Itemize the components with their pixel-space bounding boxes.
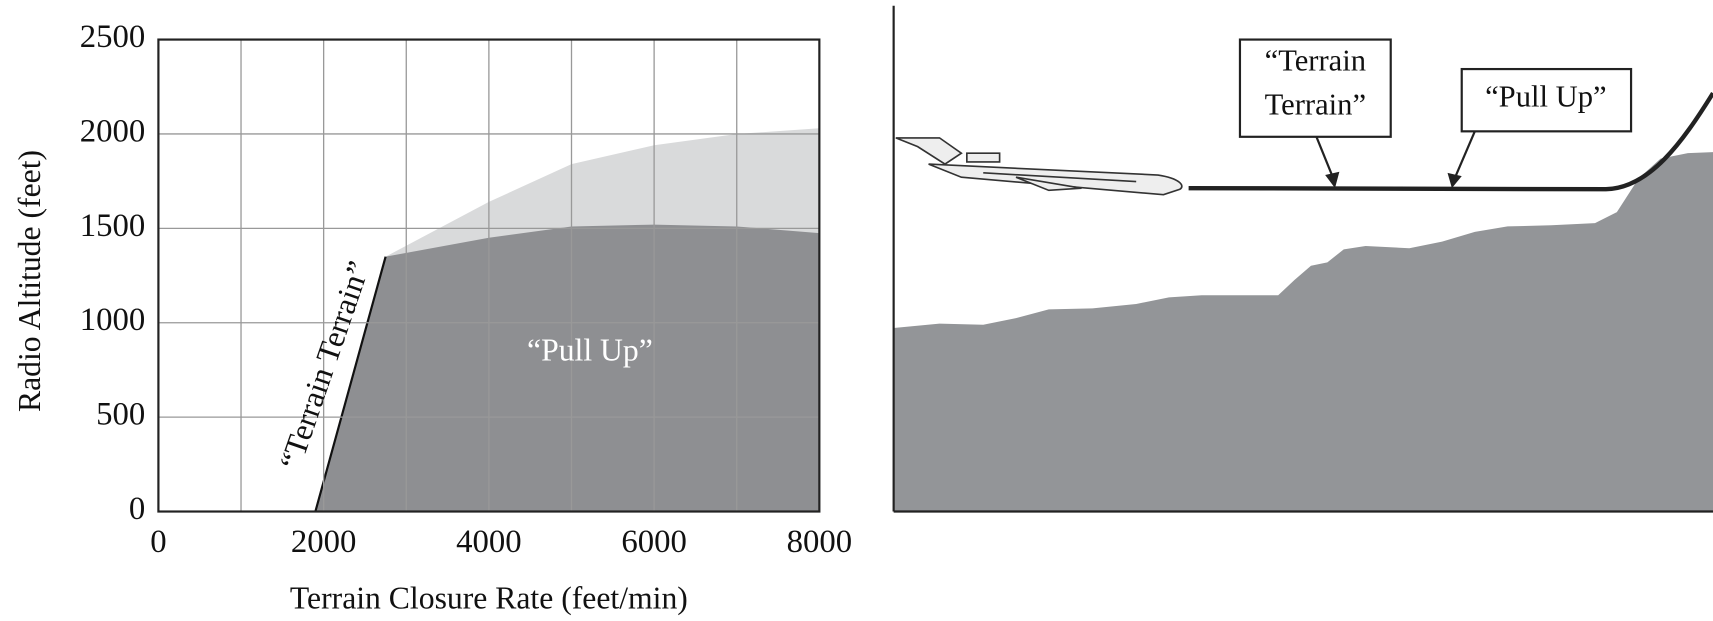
callout-text: “Pull Up” [1485, 80, 1606, 114]
x-tick-label: 2000 [291, 524, 357, 560]
x-tick-label: 4000 [456, 524, 522, 560]
x-tick-label: 0 [150, 524, 166, 560]
region-label: “Pull Up” [527, 332, 653, 367]
plot-frame [157, 38, 821, 513]
area [315, 224, 820, 512]
envelope-edge [314, 256, 387, 512]
y-tick-label: 1500 [80, 208, 146, 244]
y-tick-label: 1000 [80, 302, 146, 338]
arrowhead [1325, 171, 1340, 189]
callout-arrow [1454, 130, 1476, 178]
y-tick-label: 500 [96, 397, 145, 433]
y-tick-label: 2500 [80, 19, 146, 55]
callout-box [1238, 38, 1392, 138]
airplane [895, 137, 1183, 196]
callout-box [1460, 67, 1633, 133]
diagram: “Terrain Terrain” “Pull Up” [892, 5, 1713, 513]
callout-text: “Terrain [1265, 44, 1366, 78]
y-tick-label: 2000 [80, 113, 146, 149]
callout-arrow [1315, 136, 1334, 178]
arrowhead [1447, 172, 1462, 189]
y-tick-label: 0 [129, 491, 145, 527]
x-axis-title: Terrain Closure Rate (feet/min) [290, 580, 688, 615]
callout-text: Terrain” [1265, 87, 1366, 121]
terrain [893, 152, 1713, 512]
flight-path [1188, 91, 1713, 192]
x-tick-label: 8000 [787, 524, 853, 560]
plot: 0 500 1000 1500 2000 2500 0 2000 4000 6000 8000 Ter… [12, 19, 852, 615]
y-axis-title: Radio Altitude (feet) [12, 150, 47, 412]
x-tick-label: 6000 [621, 524, 687, 560]
